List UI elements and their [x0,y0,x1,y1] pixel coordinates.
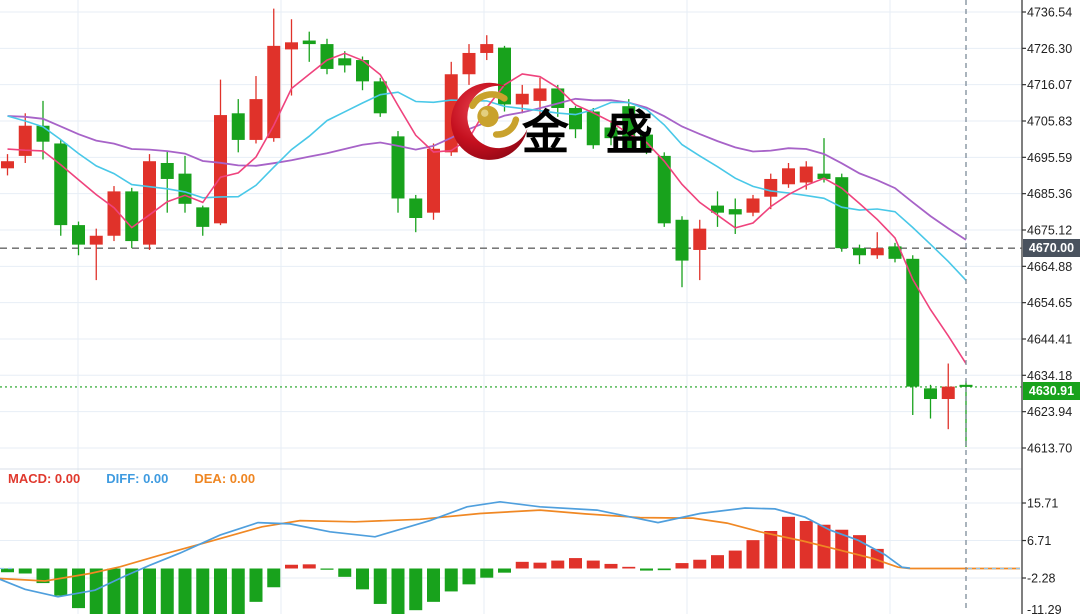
svg-text:4705.83: 4705.83 [1027,115,1072,129]
svg-text:-2.28: -2.28 [1027,572,1056,586]
svg-text:15.71: 15.71 [1027,497,1058,511]
svg-text:4623.94: 4623.94 [1027,405,1072,419]
macd-legend: MACD: 0.00 DIFF: 0.00 DEA: 0.00 [8,471,255,486]
svg-text:4695.59: 4695.59 [1027,151,1072,165]
svg-text:4685.36: 4685.36 [1027,187,1072,201]
dea-value-label: DEA: 0.00 [194,471,256,486]
svg-text:4675.12: 4675.12 [1027,224,1072,238]
svg-text:6.71: 6.71 [1027,534,1051,548]
svg-text:4716.07: 4716.07 [1027,78,1072,92]
svg-text:4664.88: 4664.88 [1027,260,1072,274]
svg-text:-11.29: -11.29 [1027,603,1062,614]
svg-text:4634.18: 4634.18 [1027,369,1072,383]
brand-logo-text: 金 盛 [522,106,666,159]
diff-value-label: DIFF: 0.00 [106,471,169,486]
svg-text:4613.70: 4613.70 [1027,442,1072,456]
macd-value-label: MACD: 0.00 [8,471,81,486]
last-price-tag: 4630.91 [1023,382,1080,400]
svg-text:4736.54: 4736.54 [1027,6,1072,20]
svg-text:4644.41: 4644.41 [1027,333,1072,347]
svg-text:4654.65: 4654.65 [1027,296,1072,310]
level-price-tag: 4670.00 [1023,239,1080,257]
svg-text:4726.30: 4726.30 [1027,42,1072,56]
